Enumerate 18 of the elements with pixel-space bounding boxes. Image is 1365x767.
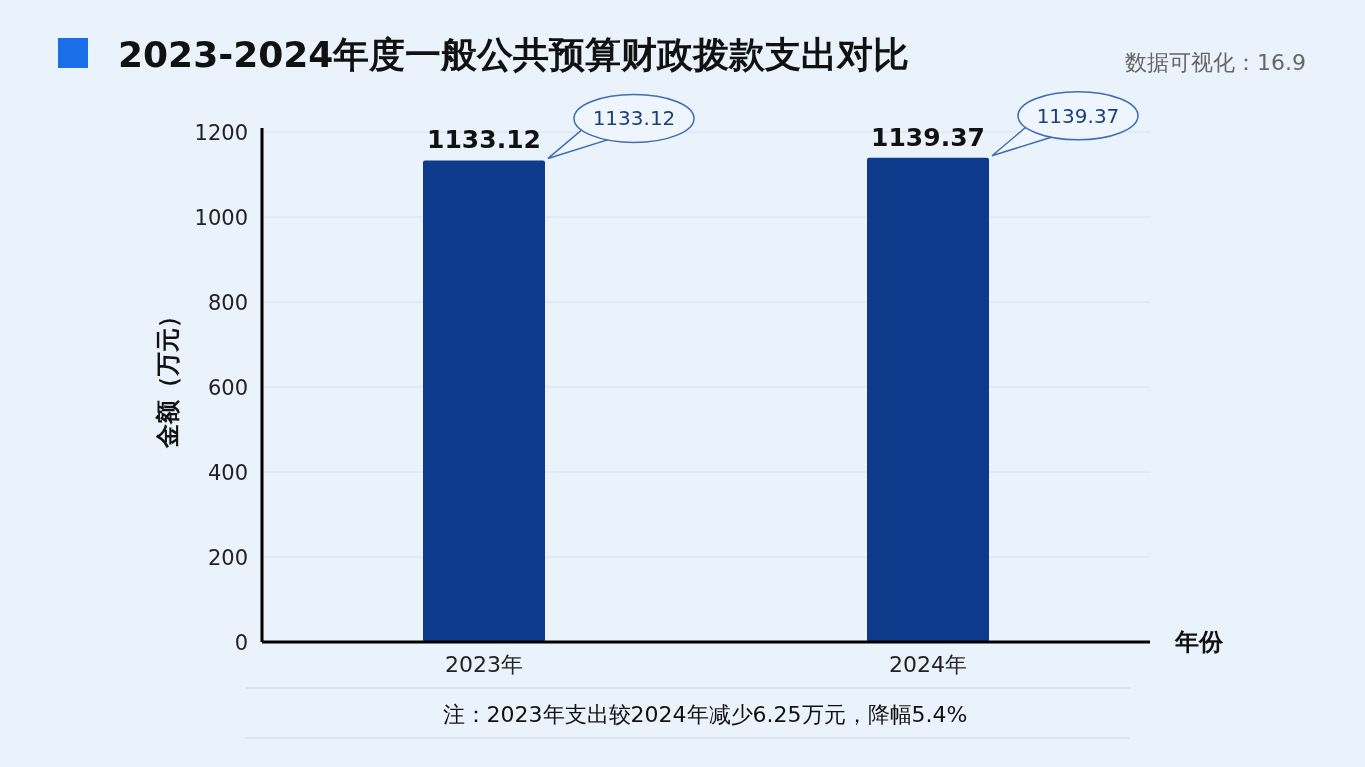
text: 1133.12 xyxy=(592,106,676,131)
y-tick-label: 1000 xyxy=(194,206,248,230)
text: 注：2023年支出较2024年减少6.25万元，降幅5.4% xyxy=(442,702,968,727)
y-axis-title: 金额（万元） xyxy=(154,304,182,449)
x-tick-label: 2024年 xyxy=(889,652,967,677)
x-axis-title: 年份 xyxy=(1174,628,1224,656)
y-tick-label: 200 xyxy=(207,546,248,570)
chart-title: 2023-2024年度一般公共预算财政拨款支出对比 xyxy=(118,34,910,75)
y-tick-label: 800 xyxy=(207,291,248,315)
x-tick-label: 2023年 xyxy=(445,652,523,677)
y-tick-label: 600 xyxy=(207,376,248,400)
text: 数据可视化：16.9 xyxy=(1125,50,1306,75)
y-tick-label: 0 xyxy=(234,631,248,655)
text: 1139.37 xyxy=(1036,103,1120,128)
data-label: 1133.12 xyxy=(427,125,541,155)
y-tick-label: 400 xyxy=(207,461,248,485)
data-label: 1139.37 xyxy=(871,122,985,152)
y-tick-label: 1200 xyxy=(194,121,248,145)
